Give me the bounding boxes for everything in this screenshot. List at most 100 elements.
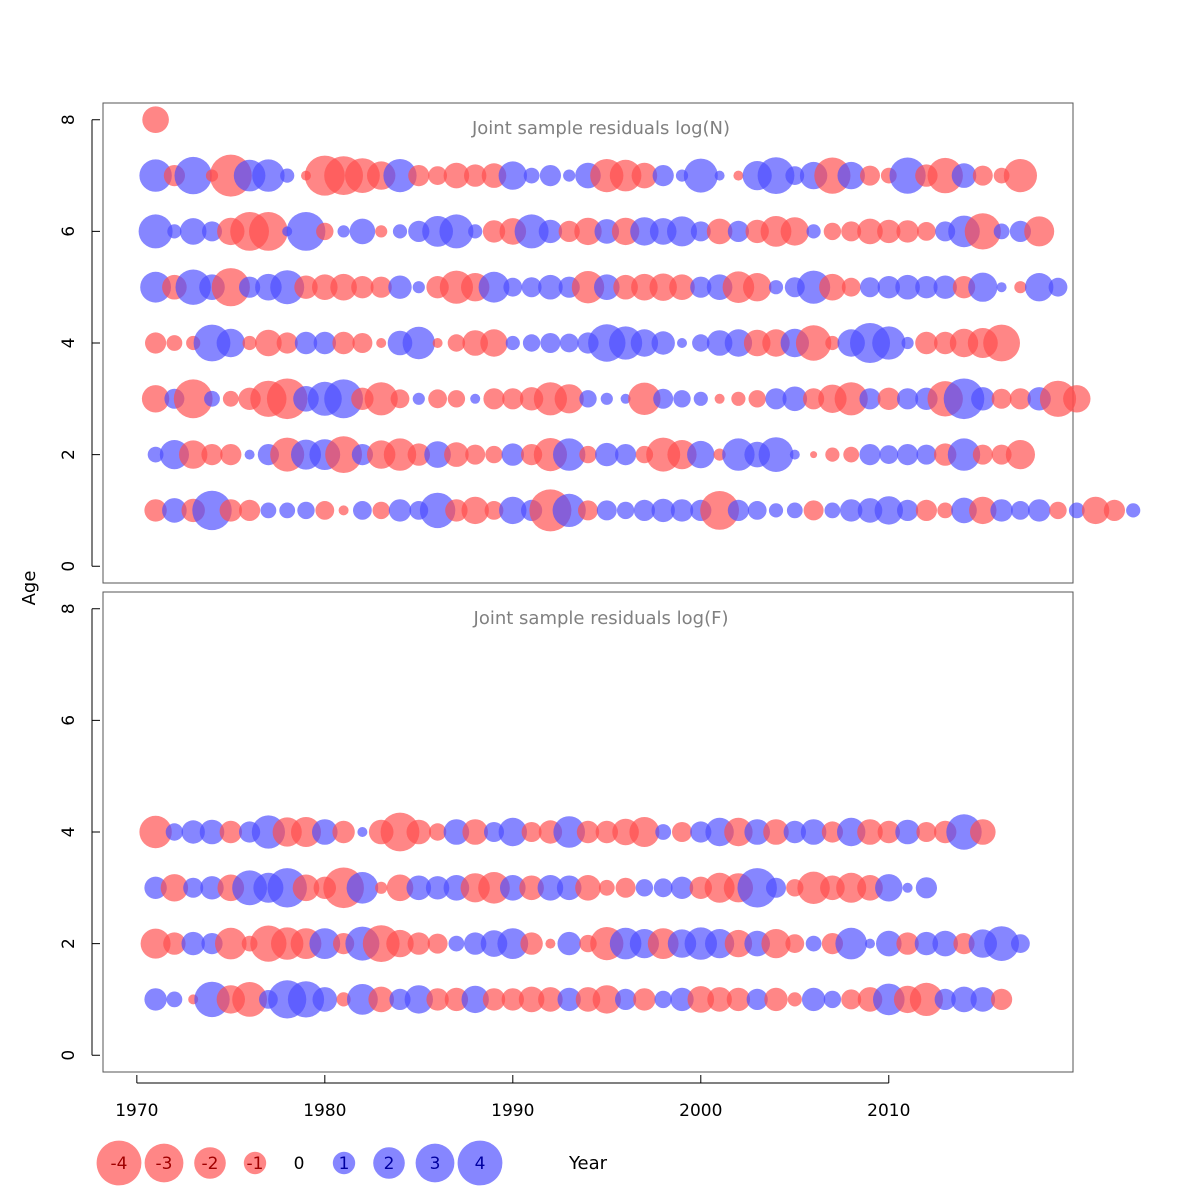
residual-bubble	[386, 874, 414, 902]
residual-bubble	[895, 819, 920, 845]
residual-bubble	[388, 275, 412, 299]
residual-bubble	[139, 159, 172, 192]
residual-bubble	[537, 875, 564, 901]
residual-bubble	[483, 388, 505, 410]
residual-bubble	[407, 443, 430, 466]
residual-bubble	[823, 990, 842, 1009]
residual-bubble	[368, 986, 395, 1013]
x-tick-label: 1980	[303, 1101, 346, 1121]
residual-bubble	[724, 929, 753, 958]
residual-bubble	[426, 988, 449, 1011]
panel-top-frame	[102, 102, 1074, 584]
residual-bubble	[953, 933, 975, 955]
residual-bubble	[859, 388, 881, 410]
residual-bubble	[447, 334, 466, 352]
residual-bubble	[1028, 499, 1051, 522]
residual-bubble	[220, 444, 242, 466]
residual-bubble	[915, 331, 938, 355]
residual-bubble	[408, 165, 430, 187]
residual-bubble	[990, 499, 1013, 522]
legend-label: -2	[202, 1154, 219, 1174]
residual-bubble	[521, 277, 542, 298]
residual-bubble	[993, 223, 1010, 240]
residual-bubble	[181, 931, 205, 956]
residual-bubble	[609, 159, 642, 192]
residual-bubble	[404, 985, 433, 1014]
residual-bubble	[1081, 496, 1110, 525]
residual-bubble	[211, 268, 250, 307]
residual-bubble	[823, 222, 842, 241]
residual-bubble	[803, 388, 825, 410]
residual-bubble	[596, 500, 617, 521]
panel-bottom: Joint sample residuals log(F) 0 2 4 6 8	[59, 591, 1074, 1073]
residual-bubble	[162, 498, 187, 523]
residual-bubble	[349, 218, 376, 245]
residual-bubble	[338, 505, 349, 516]
residual-bubble	[545, 938, 556, 949]
residual-bubble	[971, 387, 995, 411]
residual-bubble	[425, 876, 450, 900]
residual-bubble	[635, 879, 654, 897]
residual-bubble	[690, 276, 712, 298]
residual-bubble	[947, 438, 981, 471]
residual-bubble	[821, 821, 844, 843]
residual-bubble	[727, 220, 750, 242]
residual-bubble	[875, 874, 903, 902]
residual-bubble	[615, 877, 636, 898]
residual-bubble	[785, 934, 805, 953]
legend-label: -1	[247, 1154, 264, 1174]
legend-bubble	[332, 1151, 356, 1175]
residual-bubble	[439, 214, 474, 249]
residual-bubble	[419, 492, 456, 529]
residual-bubble	[1025, 273, 1054, 302]
residual-bubble	[690, 821, 712, 843]
residual-bubble	[470, 393, 481, 404]
residual-bubble	[522, 334, 541, 352]
residual-bubble	[932, 930, 958, 957]
residual-bubble	[810, 451, 818, 459]
residual-bubble	[877, 276, 900, 299]
residual-bubble	[1063, 385, 1091, 413]
residual-bubble	[968, 272, 998, 302]
residual-bubble	[179, 218, 207, 245]
x-tick-label: 1990	[491, 1101, 534, 1121]
residual-bubble	[766, 877, 786, 898]
residual-bubble	[909, 982, 944, 1017]
residual-bubble	[595, 442, 619, 467]
residual-bubble	[620, 393, 631, 404]
residual-bubble	[315, 501, 335, 520]
residual-bubble	[424, 441, 451, 468]
residual-bubble	[556, 875, 582, 901]
x-axis-label: Year	[568, 1153, 608, 1174]
residual-bubble	[292, 874, 320, 902]
residual-bubble	[737, 868, 777, 908]
residual-bubble	[879, 445, 899, 464]
residual-bubble	[707, 987, 732, 1012]
residual-bubble	[951, 497, 977, 524]
residual-bubble	[557, 931, 581, 956]
legend-label: -4	[111, 1154, 128, 1174]
residual-bubble	[687, 986, 715, 1013]
residual-bubble	[353, 501, 372, 520]
residual-bubble	[743, 329, 771, 357]
legend-label: -3	[156, 1154, 173, 1174]
residual-bubble	[693, 391, 708, 406]
residual-bubble	[520, 932, 543, 955]
residual-bubble	[502, 388, 524, 410]
residual-bubble	[407, 932, 430, 955]
residual-bubble	[294, 331, 318, 355]
residual-bubble	[801, 987, 826, 1012]
residual-bubble	[539, 165, 562, 187]
residual-bubble	[872, 326, 906, 360]
size-legend: -4 -3 -2 -1 0 1 2 3 4	[96, 1140, 503, 1186]
residual-bubble	[764, 987, 788, 1012]
residual-bubble	[260, 502, 277, 519]
y-tick-label: 6	[59, 226, 79, 237]
residual-bubble	[613, 274, 638, 300]
residual-bubble	[616, 501, 635, 520]
residual-bubble	[142, 106, 169, 133]
residual-bubble	[927, 157, 963, 194]
residual-bubble	[521, 822, 542, 842]
residual-bubble	[687, 440, 715, 469]
